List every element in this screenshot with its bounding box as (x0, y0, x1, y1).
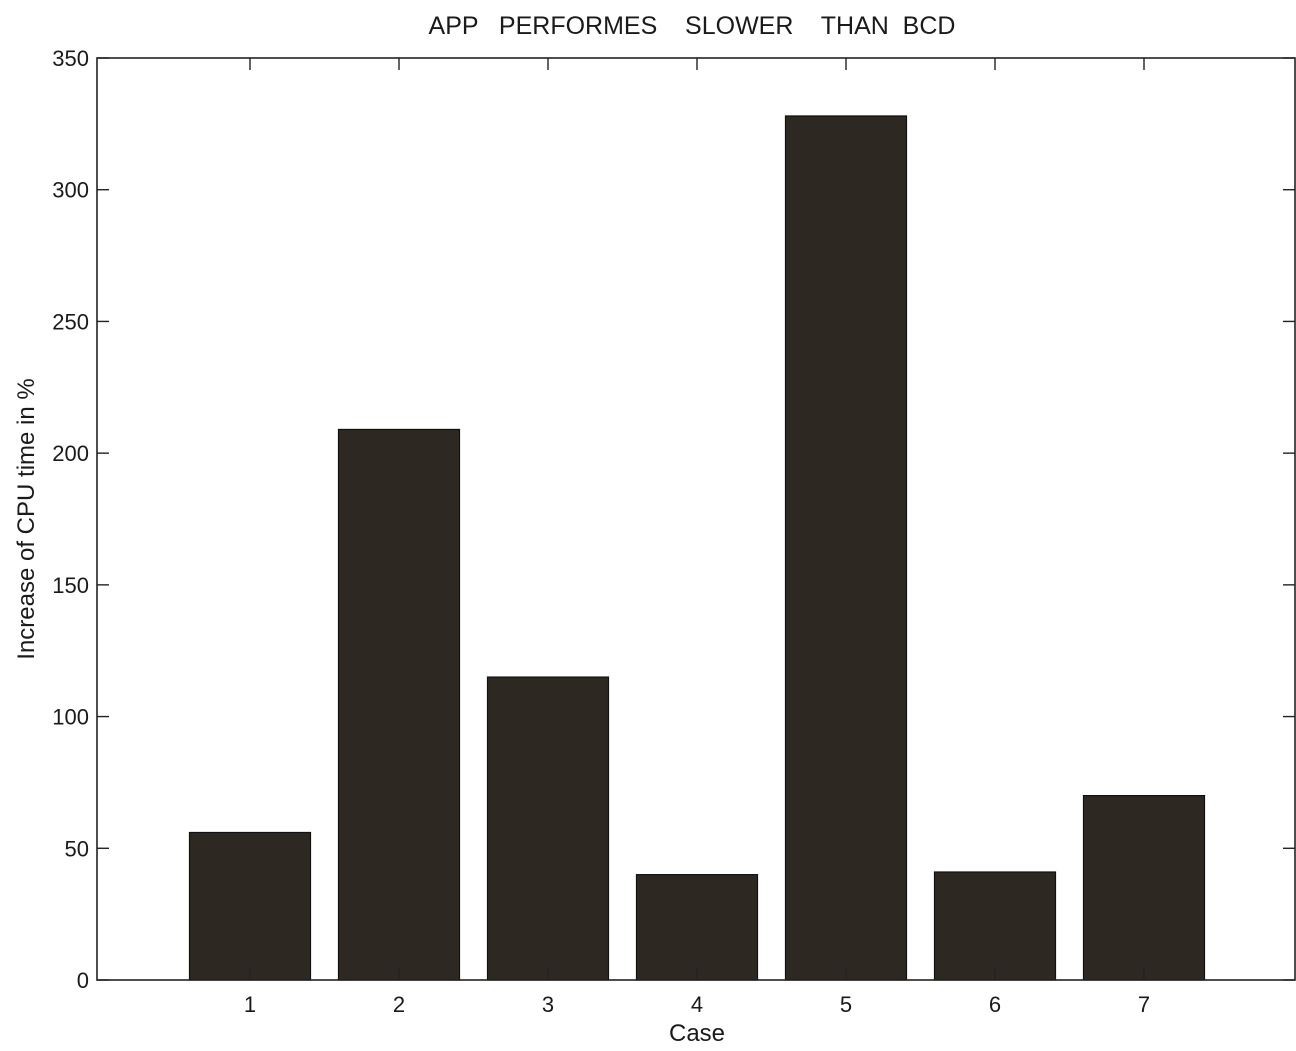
y-tick-label: 350 (52, 46, 89, 71)
y-tick-label: 250 (52, 309, 89, 334)
y-tick-label: 100 (52, 705, 89, 730)
bar-case-2 (337, 428, 461, 981)
bar-case-1 (188, 831, 312, 981)
y-tick-label: 200 (52, 441, 89, 466)
plot-frame (96, 57, 1296, 981)
x-tick-label: 7 (1138, 992, 1150, 1017)
y-tick-label: 300 (52, 178, 89, 203)
y-tick-label: 150 (52, 573, 89, 598)
x-axis-label: Case (669, 1020, 725, 1046)
bar-case-7 (1082, 794, 1206, 981)
x-tick-label: 3 (542, 992, 554, 1017)
ticks-layer (97, 57, 1295, 981)
x-tick-label: 6 (989, 992, 1001, 1017)
y-tick-labels: 0 50 100 150 200 250 300 350 (52, 46, 89, 993)
x-tick-label: 1 (244, 992, 256, 1017)
bar-case-3 (486, 676, 610, 981)
bars-layer (188, 115, 1206, 981)
x-tick-label: 2 (393, 992, 405, 1017)
bar-case-6 (933, 871, 1057, 981)
x-tick-labels: 1 2 3 4 5 6 7 (244, 992, 1150, 1017)
bar-case-4 (635, 874, 759, 981)
x-tick-label: 5 (840, 992, 852, 1017)
chart-title: APP PERFORMES SLOWER THAN BCD (429, 12, 956, 40)
y-tick-label: 0 (77, 968, 89, 993)
bar-case-5 (784, 115, 908, 981)
x-tick-label: 4 (691, 992, 703, 1017)
y-axis-label: Increase of CPU time in % (13, 378, 40, 659)
y-tick-label: 50 (65, 836, 89, 861)
